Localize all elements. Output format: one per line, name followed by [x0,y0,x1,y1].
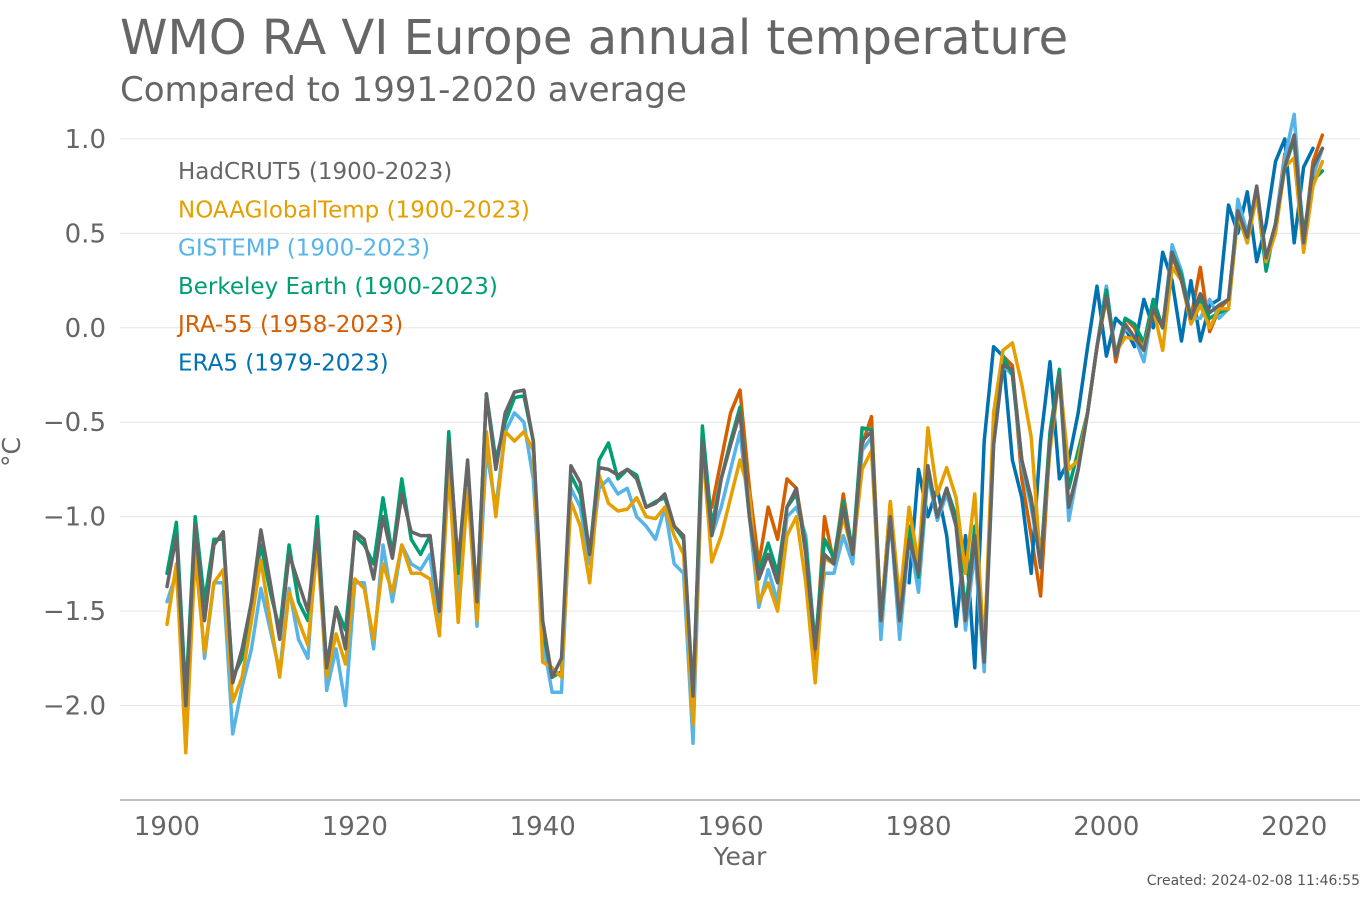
legend: HadCRUT5 (1900-2023) NOAAGlobalTemp (1900… [176,159,530,377]
series-line [165,133,1325,708]
legend-entry: NOAAGlobalTemp (1900-2023) [178,197,530,223]
legend-entry: ERA5 (1979-2023) [178,351,389,377]
y-tick-label: −2.0 [43,692,106,722]
x-tick-label: 2000 [1073,812,1139,842]
x-axis-label: Year [713,842,768,871]
legend-entry: HadCRUT5 (1900-2023) [178,159,452,185]
x-tick-label: 1980 [885,812,951,842]
chart-subtitle: Compared to 1991-2020 average [120,70,687,110]
x-tick-label: 1920 [322,812,388,842]
y-tick-label: −0.5 [43,408,106,438]
chart-title: WMO RA VI Europe annual temperature [120,10,1069,66]
x-tick-labels: 1900 1920 1940 1960 1980 2000 2020 [134,812,1327,842]
x-tick-label: 1900 [134,812,200,842]
y-tick-label: −1.5 [43,597,106,627]
x-tick-label: 1960 [698,812,764,842]
series-line [165,137,1325,704]
x-tick-label: 1940 [510,812,576,842]
series-lines [165,112,1325,755]
legend-entry: JRA-55 (1958-2023) [176,312,403,338]
y-tick-label: 1.0 [65,125,106,155]
x-tick-label: 2020 [1261,812,1327,842]
grid-lines [120,138,1360,707]
legend-entry: GISTEMP (1900-2023) [178,236,430,262]
y-tick-label: 0.0 [65,314,106,344]
created-timestamp: Created: 2024-02-08 11:46:55 [1146,873,1360,889]
y-tick-label: −1.0 [43,503,106,533]
y-tick-label: 0.5 [65,219,106,249]
y-axis-label: °C [0,437,26,467]
y-tick-labels: −2.0 −1.5 −1.0 −0.5 0.0 0.5 1.0 [43,125,106,722]
legend-entry: Berkeley Earth (1900-2023) [178,274,498,300]
